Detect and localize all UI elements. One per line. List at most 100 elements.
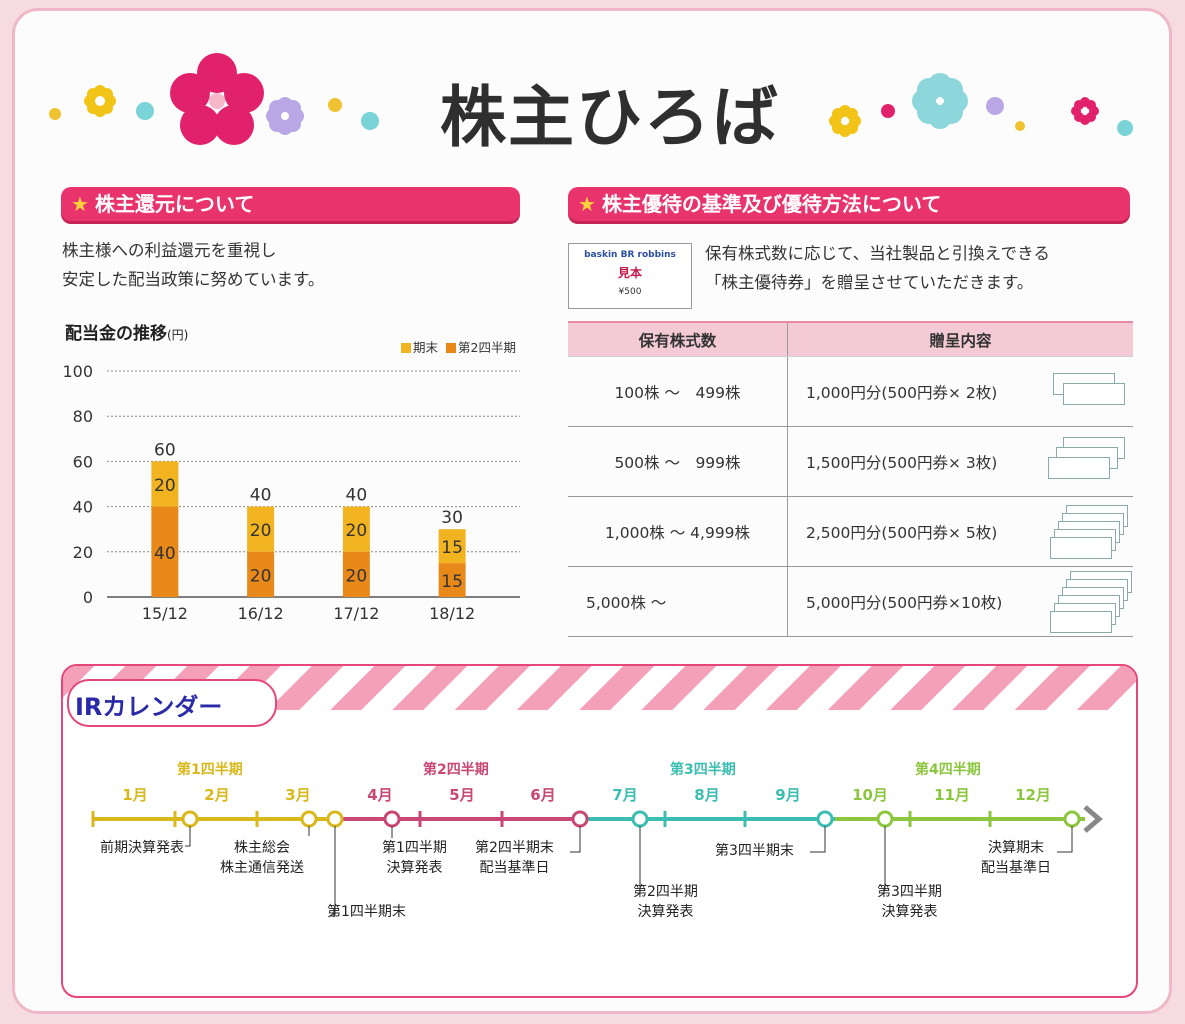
dividend-chart: 0 20 40 60 80 100 40 20 60 15/12 20 20 40 16/12 20 20 40…	[62, 362, 520, 623]
ir-timeline	[91, 805, 1103, 833]
bar-segment	[247, 506, 275, 552]
coupon-brand: baskin BR robbins	[584, 250, 676, 260]
shares-cell: 500株 ～ 999株	[568, 426, 788, 497]
event-q2-results: 第2四半期 決算発表	[633, 882, 698, 922]
quarter-label-q4: 第4四半期	[915, 762, 981, 778]
chart-unit: (円)	[167, 328, 189, 342]
gift-text: 2,500円分(500円券× 5枚)	[806, 523, 998, 542]
coupon-icon	[1050, 611, 1112, 633]
event-q1-results: 第1四半期決算発表	[382, 838, 447, 878]
bar-value-label: 20	[250, 521, 272, 541]
bar-value-label: 20	[154, 476, 176, 496]
chart-title-text: 配当金の推移	[65, 324, 167, 344]
x-tick-label: 16/12	[238, 604, 284, 623]
shares-cell: 1,000株 ～ 4,999株	[568, 496, 788, 567]
y-tick-label: 100	[62, 362, 93, 381]
bar-segment	[151, 461, 179, 507]
bar-total-label: 30	[441, 508, 463, 528]
event-agm: 株主総会 株主通信発送	[220, 838, 304, 878]
month-label: 7月	[612, 786, 638, 804]
flower-decoration-right	[829, 73, 1133, 137]
coupon-icon	[1048, 457, 1110, 479]
legend-swatch-year-end	[401, 343, 411, 353]
bar-value-label: 20	[346, 521, 368, 541]
gift-text: 1,000円分(500円券× 2枚)	[806, 383, 998, 402]
month-label: 6月	[530, 786, 556, 804]
bar-value-label: 40	[154, 544, 176, 564]
table-row: 100株 ～ 499株 1,000円分(500円券× 2枚)	[568, 356, 1133, 427]
gift-text: 5,000円分(500円券×10枚)	[806, 593, 1003, 612]
legend-label-q2: 第2四半期	[458, 340, 516, 355]
y-tick-label: 0	[83, 588, 93, 607]
page-title: 株主ひろば	[440, 79, 780, 156]
benefit-description: 保有株式数に応じて、当社製品と引換えできる 「株主優待券」を贈呈させていただきま…	[705, 239, 1050, 297]
table-row: 5,000株 ～ 5,000円分(500円券×10枚)	[568, 566, 1133, 637]
y-tick-label: 80	[73, 407, 93, 426]
page: 株主ひろば ★ 株主還元について 株主様への利益還元を重視し 安定した配当政策に努…	[12, 8, 1172, 1014]
bar-segment	[151, 506, 179, 597]
table-row: 1,000株 ～ 4,999株 2,500円分(500円券× 5枚)	[568, 496, 1133, 567]
event-q1-results-line2: 決算発表	[386, 860, 443, 876]
bar-total-label: 40	[250, 486, 272, 506]
event-q1-end: 第1四半期末	[327, 904, 406, 920]
chart-legend: 期末 第2四半期	[393, 337, 516, 356]
event-q2-end-line2: 配当基準日	[479, 860, 550, 876]
event-agm-line1: 株主総会	[234, 840, 290, 856]
ir-calendar-badge: IRカレンダー	[75, 693, 223, 721]
coupon-icon	[1063, 383, 1125, 405]
bar-segment	[247, 551, 275, 597]
gift-cell: 1,000円分(500円券× 2枚)	[787, 356, 1133, 427]
month-label: 4月	[367, 786, 393, 804]
month-label: 8月	[694, 786, 720, 804]
month-label: 3月	[285, 786, 311, 804]
event-q2-end: 第2四半期末 配当基準日	[475, 838, 554, 878]
shares-cell: 5,000株 ～	[568, 566, 788, 637]
bar-total-label: 40	[346, 486, 368, 506]
benefit-text-line2: 「株主優待券」を贈呈させていただきます。	[705, 273, 1034, 292]
event-q1-results-line1: 第1四半期	[382, 840, 447, 856]
event-fy-end-line1: 決算期末	[988, 840, 1044, 856]
event-q3-end: 第3四半期末	[715, 843, 794, 859]
month-label: 10月	[852, 786, 888, 804]
event-fy-end: 決算期末 配当基準日	[981, 838, 1051, 878]
y-tick-label: 40	[73, 498, 93, 517]
coupon-stamp: 見本	[617, 266, 642, 280]
bar-segment	[438, 563, 466, 597]
month-label: 5月	[449, 786, 475, 804]
flower-decoration-left	[49, 53, 379, 145]
month-label: 1月	[122, 786, 148, 804]
column-header-shares: 保有株式数	[568, 321, 788, 357]
bar-segment	[342, 506, 370, 552]
chart-title: 配当金の推移(円)	[65, 319, 188, 344]
quarter-label-q2: 第2四半期	[423, 762, 489, 778]
coupon-icon	[1050, 537, 1112, 559]
month-label: 12月	[1015, 786, 1051, 804]
return-text-line1: 株主様への利益還元を重視し	[62, 241, 277, 260]
bar-value-label: 20	[346, 566, 368, 586]
x-tick-label: 15/12	[142, 604, 188, 623]
bar-value-label: 15	[441, 538, 463, 558]
y-tick-label: 60	[73, 452, 93, 471]
coupon-value: ¥500	[618, 287, 642, 297]
event-prev-results: 前期決算発表	[100, 840, 184, 856]
y-tick-label: 20	[73, 543, 93, 562]
event-fy-end-line2: 配当基準日	[981, 860, 1051, 876]
shares-cell: 100株 ～ 499株	[568, 356, 788, 427]
bar-value-label: 20	[250, 566, 272, 586]
bar-value-label: 15	[441, 572, 463, 592]
month-label: 9月	[775, 786, 801, 804]
benefit-section-heading: ★ 株主優待の基準及び優待方法について	[568, 187, 1130, 221]
benefit-heading-text: 株主優待の基準及び優待方法について	[601, 192, 942, 216]
column-header-gift: 贈呈内容	[787, 321, 1133, 357]
bar-segment	[438, 529, 466, 564]
legend-swatch-q2	[446, 343, 456, 353]
quarter-label-q3: 第3四半期	[670, 762, 736, 778]
event-q3-results-line2: 決算発表	[881, 904, 938, 920]
ir-badge-bg	[67, 679, 277, 727]
gift-text: 1,500円分(500円券× 3枚)	[806, 453, 998, 472]
event-q3-results: 第3四半期 決算発表	[877, 882, 942, 922]
x-tick-label: 17/12	[333, 604, 379, 623]
benefit-text-line1: 保有株式数に応じて、当社製品と引換えできる	[705, 244, 1050, 263]
gift-cell: 2,500円分(500円券× 5枚)	[787, 496, 1133, 567]
star-icon: ★	[71, 192, 89, 216]
